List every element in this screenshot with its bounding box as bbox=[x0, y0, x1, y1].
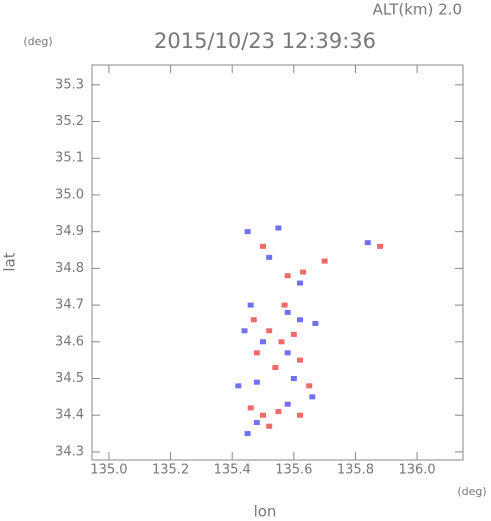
echo-cell bbox=[284, 273, 291, 279]
echo-cell bbox=[309, 394, 316, 400]
echo-cell bbox=[296, 357, 303, 363]
echo-cell bbox=[290, 376, 297, 382]
echo-cell bbox=[253, 420, 260, 426]
plot-frame bbox=[91, 64, 464, 461]
y-unit: (deg) bbox=[23, 35, 52, 48]
chart-title: 2015/10/23 12:39:36 bbox=[154, 29, 376, 53]
echo-cell bbox=[241, 328, 248, 334]
echo-cell bbox=[296, 317, 303, 323]
x-tick-label: 135.2 bbox=[152, 463, 189, 478]
echo-cell bbox=[296, 412, 303, 418]
echo-cell bbox=[278, 339, 285, 345]
x-tick-label: 135.0 bbox=[90, 463, 127, 478]
y-tick-label: 34.3 bbox=[55, 444, 84, 459]
x-unit: (deg) bbox=[457, 485, 486, 498]
echo-cell bbox=[281, 302, 288, 308]
echo-cell bbox=[266, 423, 273, 429]
echo-cell bbox=[260, 243, 267, 249]
x-tick-label: 135.4 bbox=[214, 463, 251, 478]
echo-cell bbox=[253, 350, 260, 356]
echo-cell bbox=[306, 383, 313, 389]
echo-cell bbox=[244, 229, 251, 235]
echo-cell bbox=[296, 280, 303, 286]
echo-cell bbox=[275, 409, 282, 415]
y-tick-label: 35.3 bbox=[55, 77, 84, 92]
echo-cell bbox=[260, 412, 267, 418]
echo-cell bbox=[253, 379, 260, 385]
x-tick-label: 135.8 bbox=[337, 463, 374, 478]
x-axis-label: lon bbox=[254, 503, 277, 521]
echo-cell bbox=[284, 309, 291, 315]
echo-cell bbox=[275, 225, 282, 231]
x-tick-label: 135.6 bbox=[275, 463, 312, 478]
subtitle: ALT(km) 2.0 bbox=[373, 1, 462, 19]
y-tick-label: 34.9 bbox=[55, 224, 84, 239]
echo-cell bbox=[266, 328, 273, 334]
y-tick-label: 34.6 bbox=[55, 334, 84, 349]
echo-cell bbox=[284, 401, 291, 407]
y-tick-label: 35.0 bbox=[55, 187, 84, 202]
x-tick-label: 136.0 bbox=[398, 463, 435, 478]
echo-cell bbox=[235, 383, 242, 389]
echo-cell bbox=[247, 302, 254, 308]
y-tick-label: 34.5 bbox=[55, 371, 84, 386]
echo-cell bbox=[321, 258, 328, 264]
echo-cell bbox=[260, 339, 267, 345]
echo-cell bbox=[290, 331, 297, 337]
y-tick-label: 34.7 bbox=[55, 298, 84, 313]
y-tick-label: 34.4 bbox=[55, 408, 84, 423]
y-tick-label: 35.2 bbox=[55, 114, 84, 129]
echo-cell bbox=[312, 320, 319, 326]
echo-cell bbox=[266, 254, 273, 260]
echo-cell bbox=[364, 240, 371, 246]
y-tick-label: 35.1 bbox=[55, 151, 84, 166]
echo-cell bbox=[250, 317, 257, 323]
echo-cell bbox=[244, 431, 251, 437]
echo-cell bbox=[247, 405, 254, 411]
echo-cell bbox=[300, 269, 307, 275]
echo-cell bbox=[272, 364, 279, 370]
y-axis-label: lat bbox=[1, 252, 19, 271]
y-tick-label: 34.8 bbox=[55, 261, 84, 276]
echo-cell bbox=[377, 243, 384, 249]
echo-cell bbox=[284, 350, 291, 356]
